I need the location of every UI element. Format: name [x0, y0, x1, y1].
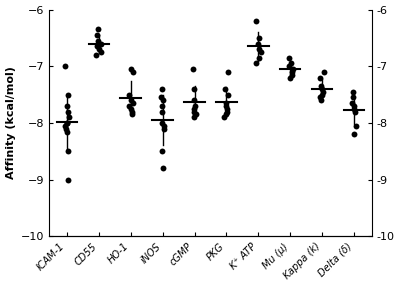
Point — [224, 92, 231, 97]
Point — [192, 112, 199, 117]
Point — [286, 64, 292, 69]
Point — [256, 47, 262, 52]
Point — [126, 104, 132, 108]
Point — [66, 115, 72, 120]
Point — [286, 55, 292, 60]
Point — [65, 92, 72, 97]
Point — [95, 47, 102, 52]
Point — [223, 104, 229, 108]
Point — [64, 121, 70, 125]
Point — [256, 55, 262, 60]
Point — [128, 98, 134, 103]
Point — [128, 67, 134, 71]
Point — [98, 41, 104, 46]
Point — [159, 104, 165, 108]
Point — [351, 132, 357, 137]
Point — [93, 53, 100, 57]
Point — [352, 109, 359, 114]
Point — [158, 95, 164, 100]
Point — [289, 73, 295, 77]
Point — [95, 27, 101, 32]
Point — [64, 129, 70, 134]
Point — [317, 95, 324, 100]
Point — [191, 115, 197, 120]
Point — [350, 106, 357, 111]
Point — [317, 75, 324, 80]
Point — [94, 44, 100, 49]
Point — [129, 109, 135, 114]
Point — [253, 19, 260, 23]
Point — [159, 109, 166, 114]
Point — [192, 104, 198, 108]
Point — [352, 123, 359, 128]
Point — [319, 92, 325, 97]
Point — [161, 123, 168, 128]
Point — [350, 90, 356, 94]
Point — [159, 121, 165, 125]
Point — [255, 41, 262, 46]
Point — [350, 95, 356, 100]
Point — [223, 112, 229, 117]
Point — [224, 106, 230, 111]
Point — [128, 106, 134, 111]
Point — [65, 109, 71, 114]
Point — [126, 92, 132, 97]
Point — [319, 87, 325, 91]
Point — [350, 104, 357, 108]
Point — [62, 64, 68, 69]
Point — [191, 106, 197, 111]
Point — [320, 90, 326, 94]
Point — [287, 75, 293, 80]
Point — [190, 67, 196, 71]
Point — [93, 33, 100, 37]
Y-axis label: Affinity (kcal/mol): Affinity (kcal/mol) — [6, 67, 16, 179]
Point — [190, 98, 197, 103]
Point — [158, 149, 165, 154]
Point — [191, 87, 198, 91]
Point — [191, 109, 198, 114]
Point — [256, 36, 262, 40]
Point — [223, 101, 229, 105]
Point — [65, 177, 72, 182]
Point — [159, 87, 166, 91]
Point — [222, 87, 228, 91]
Point — [318, 98, 324, 103]
Point — [128, 112, 135, 117]
Point — [253, 61, 259, 66]
Point — [160, 166, 166, 171]
Point — [63, 104, 70, 108]
Point — [288, 61, 294, 66]
Point — [349, 101, 356, 105]
Point — [221, 115, 227, 120]
Point — [321, 70, 327, 74]
Point — [94, 38, 101, 43]
Point — [130, 101, 136, 105]
Point — [64, 121, 70, 125]
Point — [289, 70, 296, 74]
Point — [290, 67, 296, 71]
Point — [130, 70, 136, 74]
Point — [62, 126, 69, 131]
Point — [62, 123, 68, 128]
Point — [258, 50, 264, 55]
Point — [225, 70, 232, 74]
Point — [65, 149, 71, 154]
Point — [159, 98, 166, 103]
Point — [318, 84, 324, 88]
Point — [98, 50, 104, 55]
Point — [161, 126, 167, 131]
Point — [223, 109, 230, 114]
